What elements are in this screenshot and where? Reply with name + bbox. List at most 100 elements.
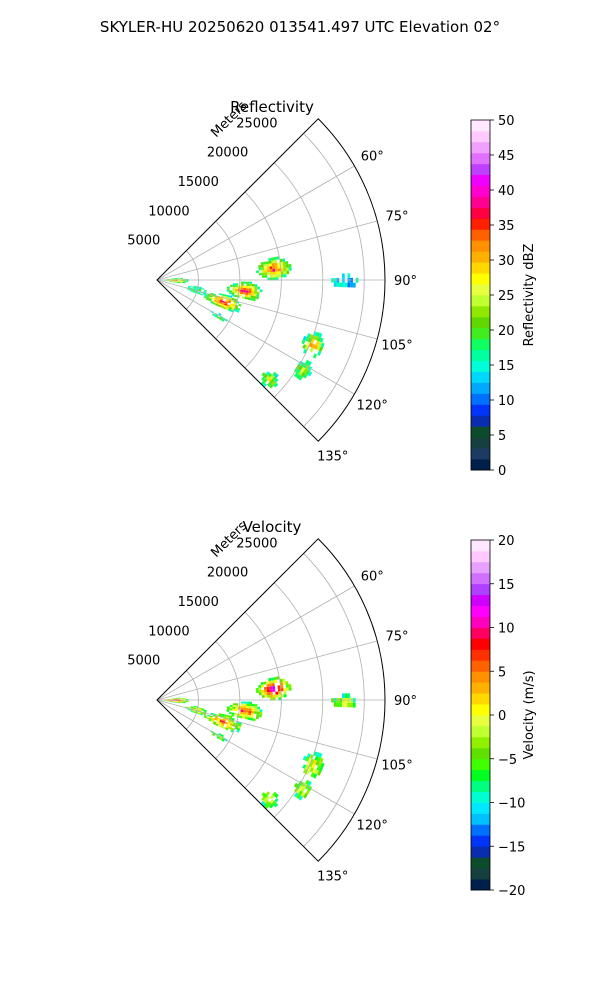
- echo-cell: [243, 290, 246, 293]
- echo-cell: [306, 341, 311, 347]
- echo-cell: [172, 701, 175, 702]
- radial-tick-label: 25000: [236, 536, 277, 551]
- colorbar-swatch: [471, 649, 490, 661]
- echo-cell: [298, 370, 304, 376]
- colorbar-tick-label: 5: [498, 665, 506, 680]
- echo-cell: [180, 701, 183, 703]
- echo-cell: [264, 689, 268, 693]
- echo-cell: [274, 373, 279, 379]
- echo-cell: [278, 271, 281, 275]
- echo-cell: [275, 271, 279, 275]
- echo-cell: [225, 727, 229, 731]
- grid-ring: [273, 582, 324, 818]
- echo-cell: [224, 294, 228, 297]
- echo-cell: [254, 284, 258, 287]
- echo-cell: [222, 720, 226, 724]
- echo-cell: [243, 287, 247, 291]
- echo-cell: [264, 272, 268, 276]
- echo-cell: [336, 702, 340, 707]
- colorbar: −20 −15 −10 −5 0 5 10 15 20 Velocity (m/s): [470, 534, 537, 899]
- echo-cell: [261, 275, 265, 278]
- echo-cell: [241, 701, 244, 704]
- echo-cell: [229, 303, 234, 306]
- echo-cell: [235, 283, 239, 286]
- colorbar-tick-label: −10: [498, 797, 525, 812]
- echo-cell: [245, 290, 249, 293]
- echo-cell: [285, 684, 289, 688]
- colorbar-swatch: [471, 747, 490, 760]
- echo-cell: [180, 697, 183, 699]
- echo-cell: [245, 710, 249, 713]
- echo-cell: [251, 288, 255, 292]
- echo-cell: [227, 720, 231, 724]
- echo-cell: [344, 702, 348, 708]
- echo-cell: [228, 726, 232, 730]
- echo-cell: [228, 712, 232, 715]
- colorbar-tick-label: 50: [498, 114, 515, 129]
- echo-cell: [258, 267, 262, 271]
- echo-cell: [347, 273, 351, 278]
- echo-cell: [318, 766, 324, 772]
- echo-cell: [229, 715, 233, 718]
- echo-cell: [308, 762, 313, 768]
- angle-tick-label: 90°: [394, 274, 417, 289]
- echo-cell: [216, 316, 220, 319]
- echo-cell: [302, 335, 307, 341]
- echo-cell: [261, 689, 265, 693]
- colorbar-swatch: [471, 448, 490, 460]
- echo-cell: [232, 703, 236, 706]
- echo-cell: [237, 727, 241, 731]
- echo-cell: [269, 794, 275, 800]
- echo-cell: [259, 709, 263, 713]
- echo-cell: [258, 687, 262, 691]
- colorbar-tick-label: 0: [498, 464, 506, 479]
- echo-cell: [240, 285, 244, 288]
- echo-cell: [347, 702, 351, 708]
- echo-cell: [171, 701, 175, 703]
- echo-cell: [189, 709, 193, 712]
- echo-cell: [230, 729, 234, 733]
- echo-cell: [185, 706, 188, 708]
- echo-cell: [193, 287, 197, 290]
- colorbar-swatch: [471, 130, 490, 143]
- echo-cell: [231, 712, 235, 715]
- echo-cell: [221, 724, 225, 727]
- echo-cell: [269, 799, 275, 804]
- echo-cell: [235, 285, 239, 288]
- echo-cell: [293, 792, 299, 798]
- echo-cell: [185, 701, 189, 703]
- echo-cell: [240, 287, 244, 290]
- echo-cell: [274, 265, 278, 269]
- echo-cell: [308, 342, 313, 348]
- echo-cell: [203, 296, 207, 299]
- echo-cell: [278, 274, 282, 278]
- echo-cell: [192, 711, 196, 713]
- grid-ring: [215, 221, 241, 339]
- echo-cell: [288, 264, 292, 268]
- echo-cell: [177, 277, 181, 279]
- colorbar-swatch: [471, 627, 490, 639]
- echo-cell: [300, 372, 306, 377]
- colorbar-tick-label: 20: [498, 534, 515, 549]
- echo-cell: [264, 695, 268, 698]
- echo-cell: [192, 710, 196, 712]
- echo-cell: [302, 344, 307, 349]
- echo-cell: [190, 707, 194, 709]
- angle-tick-label: 135°: [317, 450, 348, 465]
- echo-cell: [273, 382, 279, 388]
- echo-cell: [269, 379, 275, 384]
- echo-cell: [174, 278, 178, 280]
- echo-cell: [249, 283, 252, 287]
- echo-cell: [193, 707, 197, 710]
- echo-cell: [172, 281, 175, 282]
- echo-cell: [234, 291, 238, 294]
- colorbar-tick-label: 25: [498, 289, 515, 304]
- echo-cell: [320, 342, 325, 348]
- echo-cell: [209, 716, 213, 719]
- echo-cell: [213, 301, 217, 304]
- echo-cell: [263, 264, 267, 268]
- echo-cell: [189, 710, 193, 712]
- echo-cell: [209, 295, 213, 298]
- echo-cell: [318, 752, 323, 758]
- echo-cell: [261, 272, 265, 276]
